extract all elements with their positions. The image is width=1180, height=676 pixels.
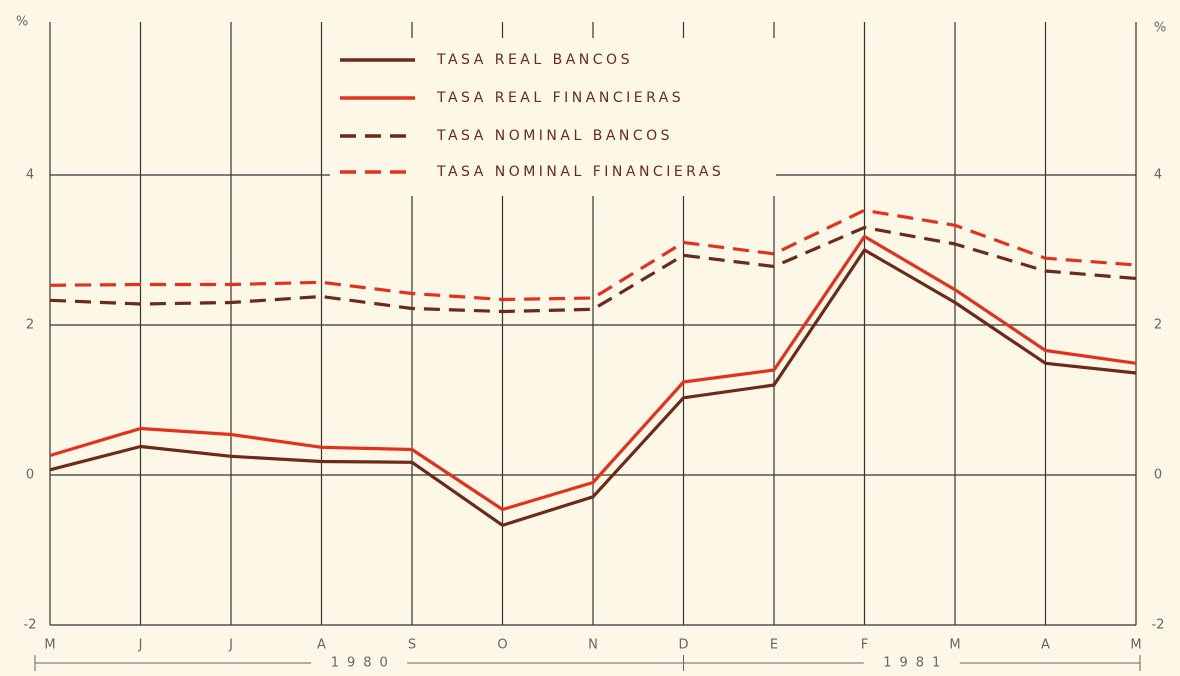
legend-label: TASA NOMINAL BANCOS (436, 128, 673, 144)
x-tick-label: A (1041, 638, 1050, 653)
x-tick-label: E (770, 638, 778, 653)
year-label: 1980 (331, 656, 396, 671)
y2-tick-label: -2 (1152, 618, 1165, 633)
x-tick-label: D (678, 638, 688, 653)
y2-axis-label: % (1154, 21, 1166, 36)
year-label: 1981 (883, 656, 948, 671)
legend-label: TASA REAL FINANCIERAS (436, 90, 684, 106)
series-line (49, 248, 1137, 527)
legend: TASA REAL BANCOS TASA REAL FINANCIERAS TAS… (330, 38, 776, 196)
x-tick-label: S (408, 638, 416, 653)
x-tick-label: M (1130, 638, 1141, 653)
series-line (49, 234, 1137, 512)
series-line (49, 208, 1137, 302)
legend-label: TASA REAL BANCOS (436, 52, 633, 68)
x-tick-label: A (317, 638, 326, 653)
y-tick-label: 0 (26, 468, 34, 483)
legend-box (330, 38, 776, 196)
y2-tick-label: 0 (1154, 468, 1162, 483)
x-tick-label: M (949, 638, 960, 653)
legend-label: TASA NOMINAL FINANCIERAS (436, 164, 724, 180)
x-tick-label: N (588, 638, 598, 653)
x-tick-label: J (228, 638, 233, 653)
x-tick-label: O (497, 638, 507, 653)
y-tick-label: 4 (26, 168, 34, 183)
year-label-bg (863, 654, 960, 672)
y-tick-label: 2 (26, 318, 34, 333)
y-axis-label: % (16, 15, 28, 30)
x-tick-label: F (861, 638, 868, 653)
series-line (49, 225, 1137, 314)
y2-tick-label: 4 (1154, 168, 1162, 183)
y2-tick-label: 2 (1154, 318, 1162, 333)
x-tick-label: J (138, 638, 143, 653)
y-tick-label: -2 (24, 618, 37, 633)
year-label-bg (311, 654, 408, 672)
x-tick-label: M (44, 638, 55, 653)
